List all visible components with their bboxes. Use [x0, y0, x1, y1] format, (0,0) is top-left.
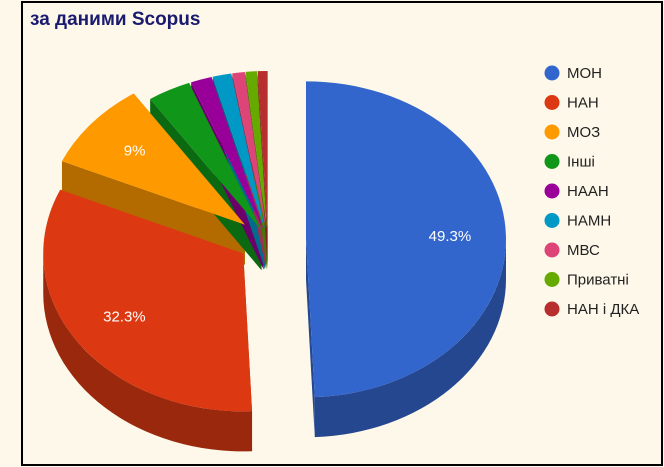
- data-label: 9%: [124, 143, 146, 160]
- legend-swatch: [544, 301, 560, 317]
- slice: [150, 82, 262, 231]
- legend-swatch: [544, 124, 560, 140]
- frame: [21, 1, 663, 466]
- legend-swatch: [544, 95, 560, 110]
- legend-swatch: [544, 65, 560, 81]
- slice: [61, 93, 246, 225]
- legend-label: Інші: [567, 153, 595, 170]
- slice: [305, 81, 506, 398]
- legend-swatch: [544, 242, 560, 258]
- legend-label: МОН: [567, 65, 602, 82]
- data-label: 32.3%: [103, 309, 146, 326]
- pie-labels: 49.3% 32.3% 9%: [103, 143, 471, 326]
- pie-tops: [43, 70, 506, 412]
- slice: [43, 189, 253, 412]
- legend-swatch: [544, 154, 560, 169]
- slice: [212, 73, 265, 230]
- chart-title: за даними Scopus: [30, 9, 200, 30]
- legend-label: НААН: [567, 183, 609, 200]
- legend-label: НАМН: [567, 212, 611, 229]
- legend-swatch: [544, 272, 560, 287]
- legend-label: Приватні: [567, 271, 629, 288]
- slice-wall: [314, 239, 506, 438]
- legend-swatch: [544, 183, 560, 199]
- legend-label: МВС: [567, 242, 600, 259]
- legend-label: НАН: [567, 94, 599, 111]
- slice: [232, 71, 267, 230]
- slice-wall: [43, 253, 253, 452]
- legend-label: НАН і ДКА: [567, 301, 639, 318]
- data-label: 49.3%: [429, 228, 472, 245]
- slice: [191, 76, 264, 230]
- legend-label: МОЗ: [567, 124, 600, 141]
- slice: [245, 71, 267, 229]
- slice-side: [305, 239, 315, 438]
- legend-swatch: [544, 213, 560, 228]
- slice: [257, 70, 268, 229]
